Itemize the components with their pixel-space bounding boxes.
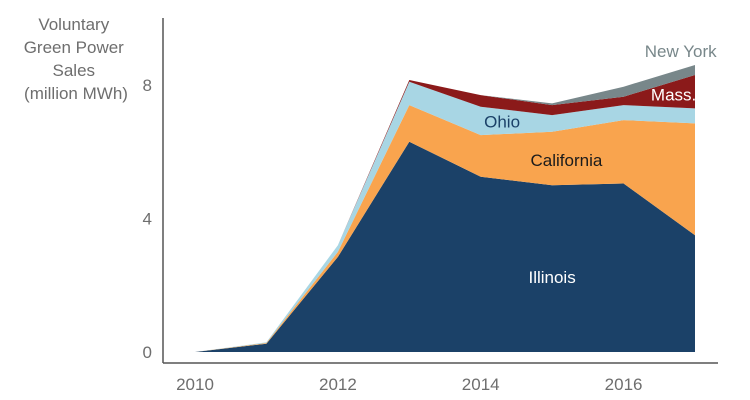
series-labels: Illinois California Ohio Mass. New York [484,42,717,287]
y-axis-title-line: Sales [53,61,96,80]
x-tick-label: 2010 [176,375,214,394]
series-label-mass: Mass. [651,86,696,105]
area-california [195,105,695,352]
y-axis-title-line: Green Power [24,38,124,57]
area-ohio [195,81,695,352]
area-illinois [195,141,695,352]
y-tick-labels: 0 4 8 [143,76,152,362]
y-tick-label: 4 [143,210,152,229]
area-mass [195,75,695,352]
x-tick-label: 2014 [462,375,500,394]
series-label-california: California [530,151,602,170]
series-label-illinois: Illinois [528,268,575,287]
y-tick-label: 8 [143,76,152,95]
y-axis-title-line: (million MWh) [24,84,128,103]
y-axis-title: Voluntary Green Power Sales (million MWh… [24,15,129,103]
y-tick-label: 0 [143,343,152,362]
x-tick-labels: 2010 2012 2014 2016 [176,375,642,394]
series-label-new-york: New York [645,42,717,61]
series-label-ohio: Ohio [484,113,520,132]
x-tick-label: 2016 [605,375,643,394]
area-layers [195,65,695,352]
x-tick-label: 2012 [319,375,357,394]
y-axis-title-line: Voluntary [38,15,109,34]
